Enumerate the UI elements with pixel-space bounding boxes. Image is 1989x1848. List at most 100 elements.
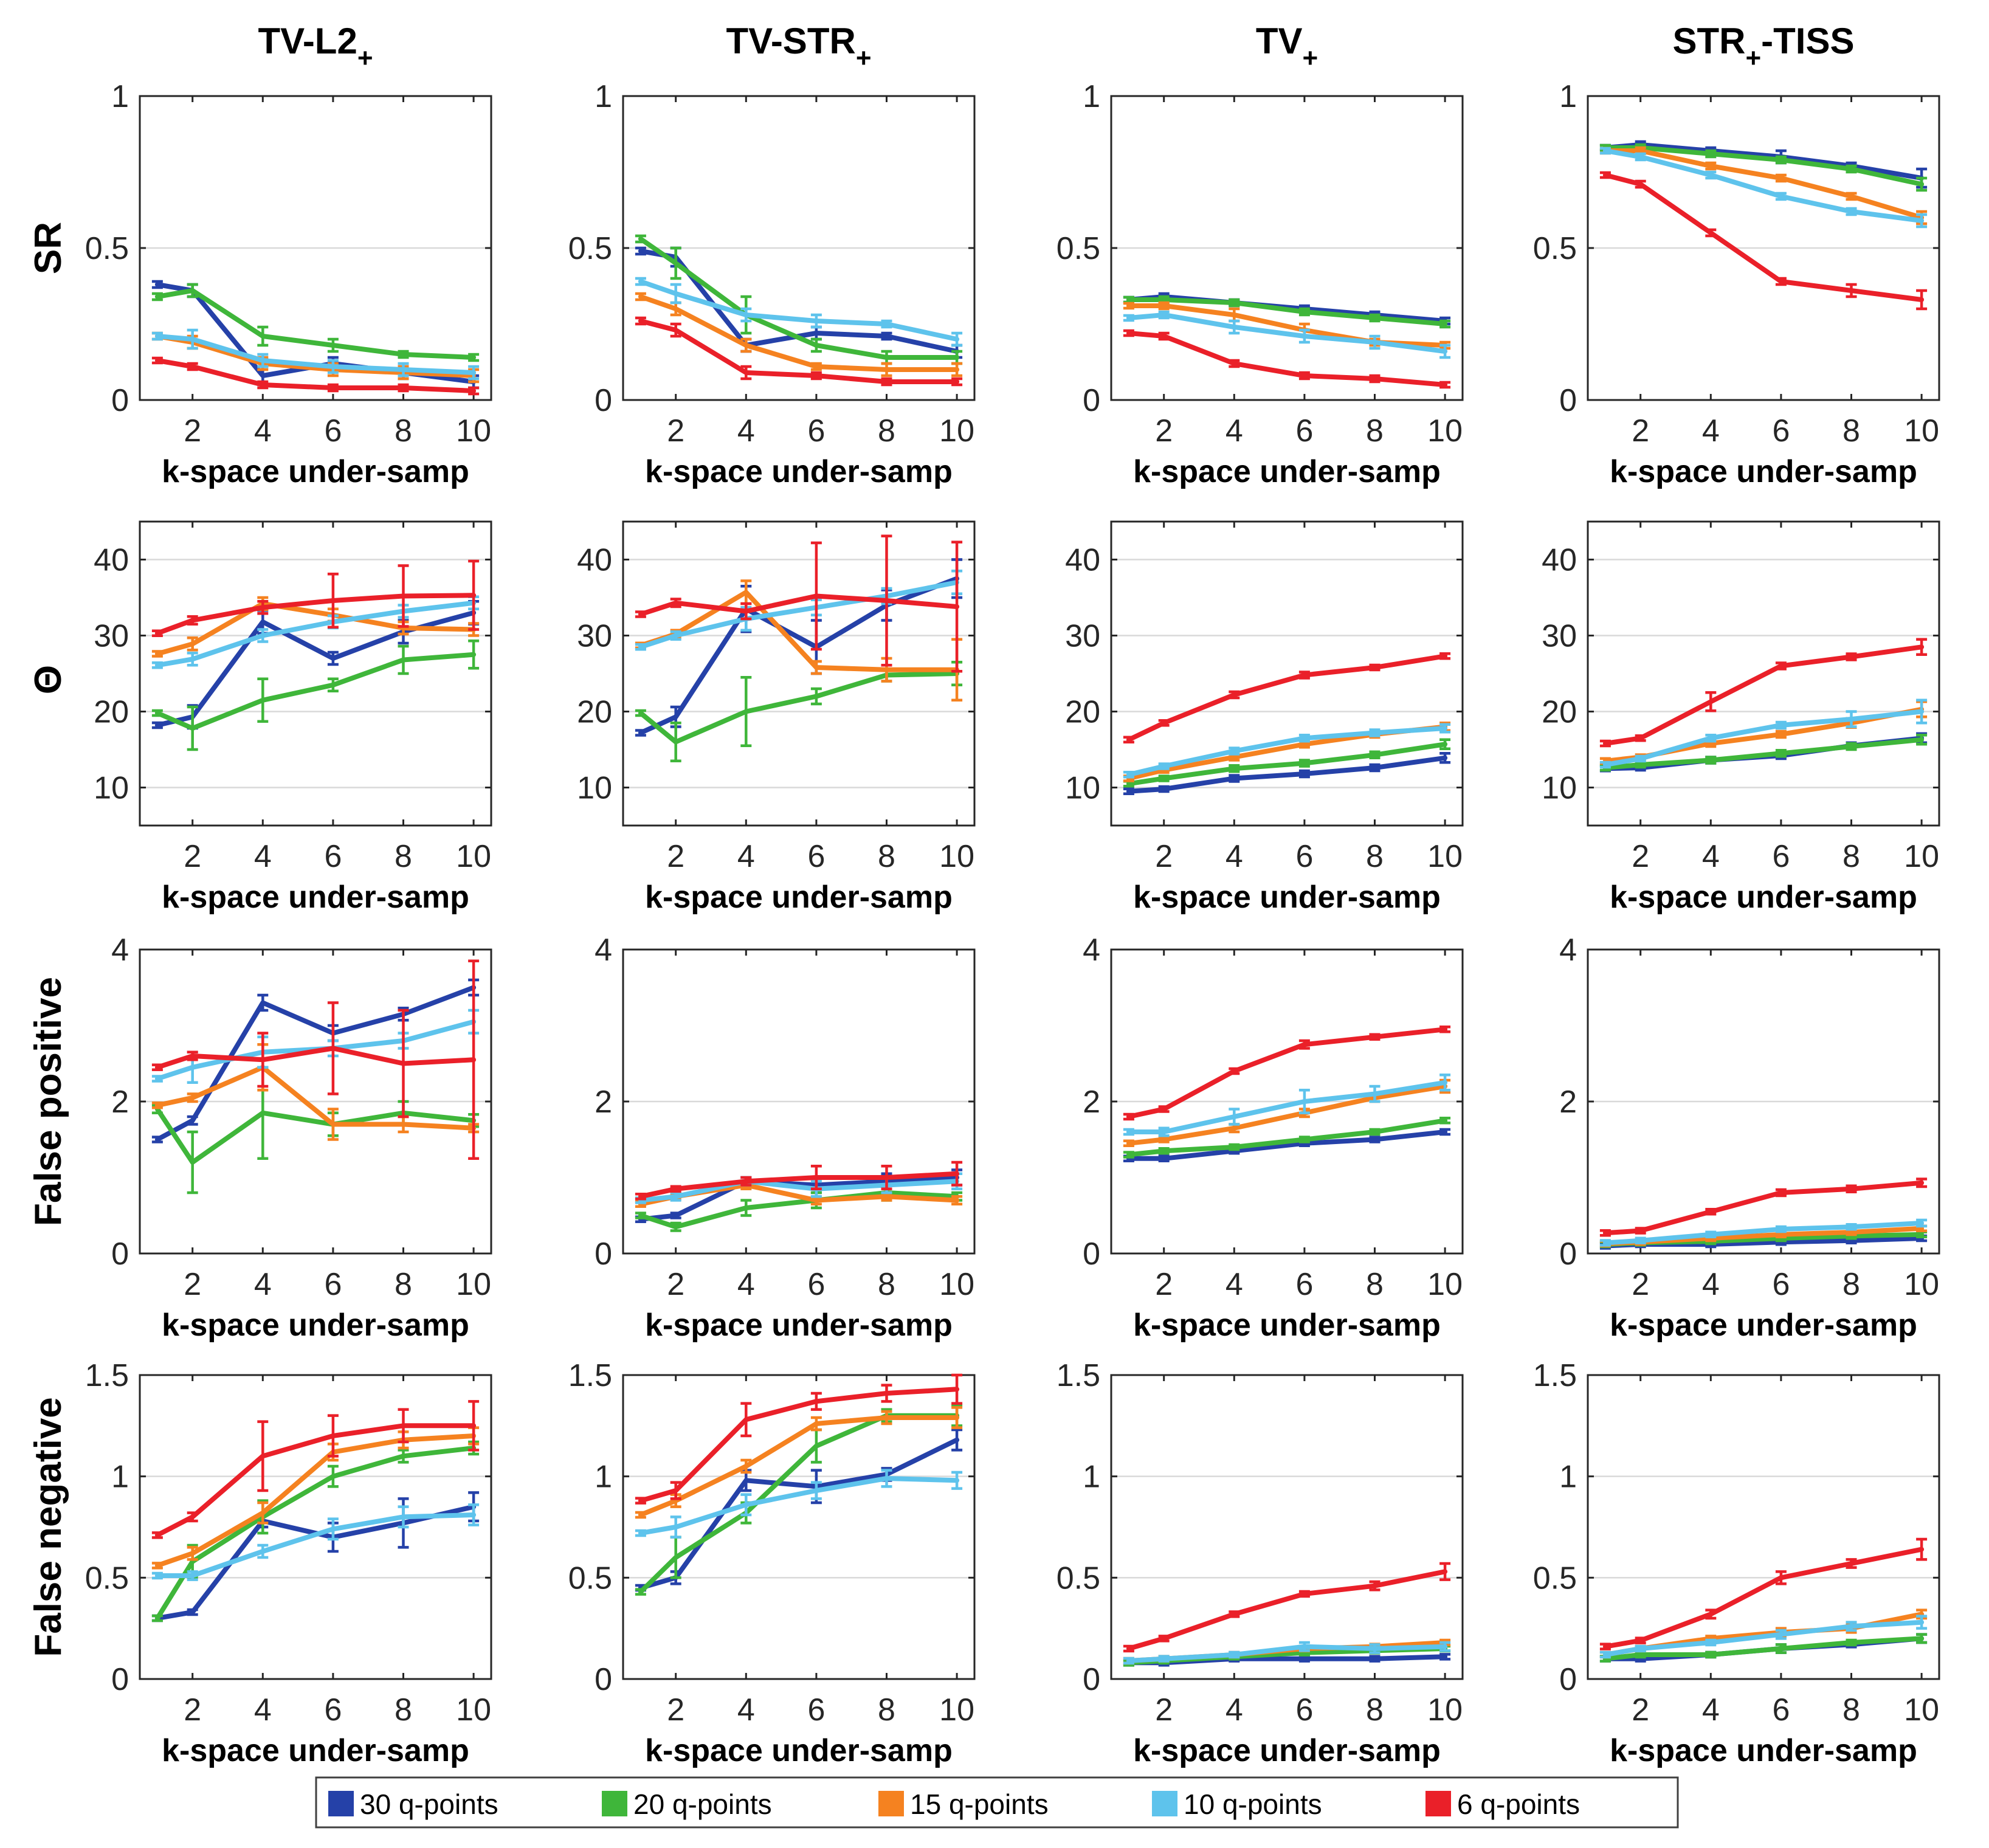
y-tick-label: 0.5 — [568, 1560, 612, 1596]
error-bar — [1846, 1223, 1857, 1231]
error-bar — [257, 325, 269, 347]
panel-r2-c4: 10 20 30 40 2 4 6 8 10 k-space under-samp — [1542, 520, 1940, 915]
error-bar — [1635, 1236, 1646, 1244]
series-1 — [635, 246, 963, 359]
error-bar — [1846, 1184, 1857, 1193]
series-line — [1602, 1619, 1925, 1657]
axes-frame — [139, 1374, 492, 1680]
series-line — [1602, 644, 1925, 746]
series-5 — [635, 316, 963, 387]
error-bar — [810, 362, 822, 371]
error-bar — [257, 380, 269, 390]
error-bar — [187, 362, 198, 371]
series-line — [1126, 1129, 1448, 1161]
series-line — [638, 279, 960, 342]
series-line — [154, 334, 477, 378]
error-bar — [810, 1481, 822, 1500]
series-1 — [1123, 1128, 1451, 1162]
legend-swatch — [878, 1791, 904, 1816]
x-tick-label: 6 — [324, 413, 342, 449]
series-line — [154, 593, 477, 636]
error-bar — [881, 1165, 892, 1190]
legend-swatch — [328, 1791, 354, 1816]
error-bar — [881, 331, 892, 341]
series-4 — [151, 595, 480, 669]
column-title: STR+-TISS — [1672, 21, 1854, 73]
y-tick-label: 0 — [595, 1662, 612, 1697]
series-line — [154, 1504, 477, 1621]
error-bar — [1439, 1074, 1451, 1092]
error-bar — [151, 1136, 163, 1143]
column-title: TV-STR+ — [726, 21, 871, 73]
x-tick-label: 4 — [1225, 413, 1243, 449]
series-line — [1126, 1080, 1448, 1134]
series-5 — [635, 534, 963, 673]
y-tick-label: 2 — [111, 1084, 129, 1120]
series-4 — [1123, 1641, 1451, 1665]
series-2 — [1599, 734, 1928, 772]
series-line — [154, 1106, 477, 1165]
series-line — [638, 1476, 960, 1536]
error-bar — [1846, 742, 1857, 751]
error-bar — [151, 629, 163, 637]
error-bar — [327, 677, 339, 692]
error-bar — [1775, 1225, 1787, 1233]
error-bar — [187, 1092, 198, 1103]
series-4 — [151, 328, 480, 381]
x-tick-label: 2 — [667, 839, 684, 874]
series-line — [1126, 726, 1448, 777]
error-bar — [1158, 762, 1170, 770]
error-bar — [881, 362, 892, 378]
y-tick-label: 1 — [1559, 79, 1577, 114]
error-bar — [1369, 1580, 1381, 1591]
x-tick-label: 10 — [939, 839, 974, 874]
series-5 — [1123, 1562, 1451, 1653]
error-bar — [1846, 191, 1857, 201]
error-bar — [151, 661, 163, 669]
error-bar — [1298, 671, 1310, 680]
x-tick-label: 10 — [1427, 839, 1463, 874]
error-bar — [187, 328, 198, 350]
panel-r2-c1: 10 20 30 40 2 4 6 8 10 k-space under-samp — [94, 520, 492, 915]
series-line — [1602, 173, 1925, 302]
y-tick-label: 20 — [94, 695, 129, 730]
x-axis-label: k-space under-samp — [1133, 1308, 1441, 1343]
y-tick-label: 0 — [595, 383, 612, 418]
y-tick-label: 2 — [595, 1084, 612, 1120]
error-bar — [1846, 1558, 1857, 1569]
x-tick-label: 6 — [807, 1267, 825, 1302]
panel-r2-c2: 10 20 30 40 2 4 6 8 10 k-space under-samp — [577, 520, 976, 915]
series-line — [1126, 312, 1448, 354]
error-bar — [1705, 149, 1717, 159]
error-bar — [1705, 1608, 1717, 1620]
x-tick-label: 4 — [737, 839, 755, 874]
error-bar — [468, 1400, 480, 1452]
y-tick-label: 1 — [595, 1460, 612, 1495]
y-tick-label: 2 — [1559, 1084, 1577, 1120]
x-axis-label: k-space under-samp — [1610, 454, 1917, 489]
x-tick-label: 10 — [456, 839, 491, 874]
error-bar — [151, 1063, 163, 1071]
error-bar — [1635, 754, 1646, 763]
series-line — [638, 1387, 960, 1503]
error-bar — [1705, 734, 1717, 743]
panel-r1-c3: 0 0.5 1 2 4 6 8 10 k-space under-samp — [1057, 79, 1464, 489]
row-label: Θ — [27, 665, 69, 694]
x-tick-label: 8 — [878, 1267, 895, 1302]
x-tick-label: 10 — [456, 1267, 491, 1302]
error-bar — [881, 1384, 892, 1403]
series-4 — [635, 1469, 963, 1539]
y-tick-label: 2 — [1083, 1084, 1100, 1120]
error-bar — [1705, 1208, 1717, 1216]
error-bar — [151, 709, 163, 717]
error-bar — [1229, 1067, 1240, 1075]
error-bar — [1369, 1084, 1381, 1103]
error-bar — [1599, 1643, 1611, 1650]
series-line — [638, 580, 960, 650]
error-bar — [670, 283, 681, 305]
error-bar — [1775, 1188, 1787, 1198]
x-axis-label: k-space under-samp — [1610, 880, 1917, 915]
panel-r3-c1: 0 2 4 2 4 6 8 10 k-space under-samp — [111, 933, 492, 1343]
error-bar — [810, 371, 822, 381]
error-bar — [1599, 1650, 1611, 1659]
